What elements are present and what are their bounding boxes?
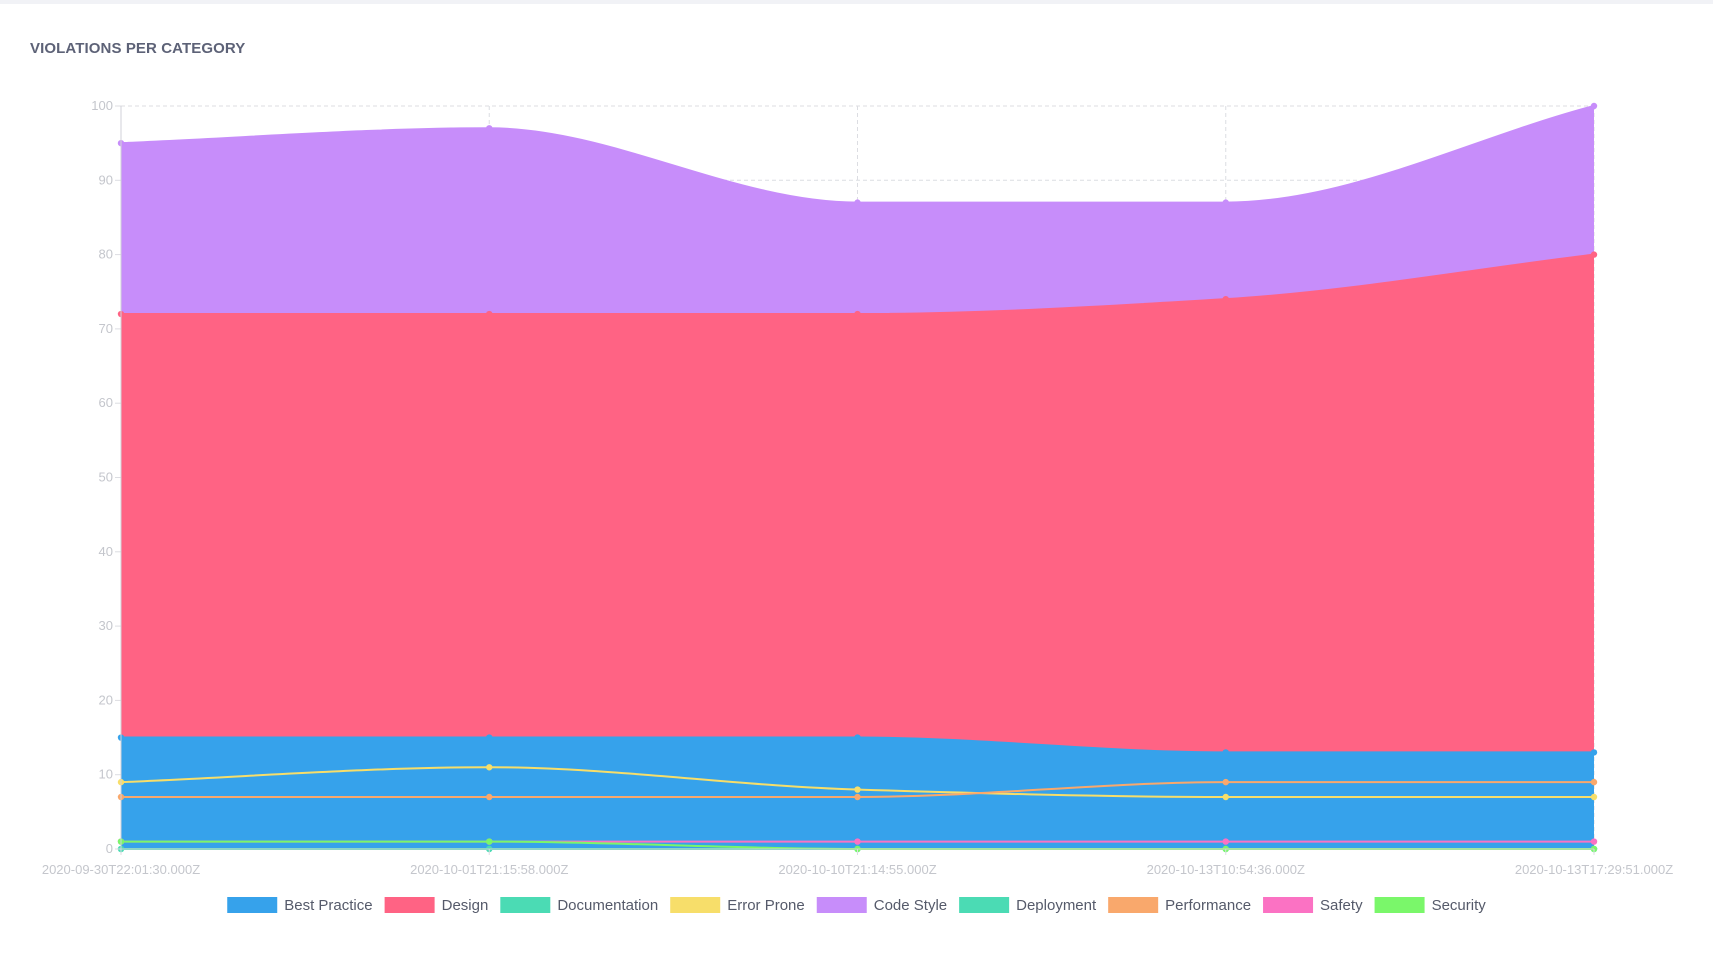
x-tick-label: 2020-10-13T10:54:36.000Z	[1147, 862, 1305, 877]
y-tick-label: 80	[99, 247, 113, 262]
point-performance	[854, 793, 861, 801]
y-tick-label: 30	[99, 618, 113, 633]
point-best-practice	[486, 734, 493, 741]
area-design	[121, 254, 1594, 850]
legend-item-design[interactable]: Design	[384, 897, 489, 914]
legend-label: Performance	[1165, 897, 1251, 914]
legend[interactable]: Best Practice Design Documentation Error Pr…	[227, 897, 1486, 914]
y-tick-label: 90	[99, 172, 113, 187]
x-tick-label: 2020-09-30T22:01:30.000Z	[42, 862, 200, 877]
legend-label: Code Style	[874, 897, 947, 914]
legend-item-best-practice[interactable]: Best Practice	[227, 897, 373, 914]
legend-item-error-prone[interactable]: Error Prone	[670, 897, 805, 914]
point-best-practice	[1590, 749, 1598, 756]
point-error-prone	[486, 764, 493, 771]
legend-label: Documentation	[557, 897, 658, 914]
legend-label: Safety	[1320, 897, 1363, 914]
legend-swatch	[816, 897, 867, 913]
area-best-practice	[121, 737, 1594, 849]
point-safety	[854, 838, 861, 845]
legend-label: Error Prone	[727, 897, 805, 914]
point-error-prone	[1222, 793, 1229, 801]
point-code-style	[1590, 102, 1598, 110]
point-safety	[1222, 838, 1229, 845]
y-tick-label: 100	[91, 98, 113, 113]
x-tick-label: 2020-10-10T21:14:55.000Z	[778, 862, 936, 877]
legend-item-code-style[interactable]: Code Style	[816, 897, 947, 914]
point-code-style	[486, 125, 493, 132]
y-tick-label: 0	[106, 841, 113, 856]
point-code-style	[854, 199, 861, 206]
legend-swatch	[959, 897, 1010, 913]
legend-item-documentation[interactable]: Documentation	[500, 897, 658, 914]
y-tick-label: 60	[99, 395, 113, 410]
point-design	[854, 310, 861, 318]
legend-swatch	[1374, 897, 1425, 913]
y-tick-label: 70	[99, 321, 113, 336]
point-performance	[486, 793, 493, 801]
point-performance	[1222, 778, 1229, 786]
legend-swatch	[500, 897, 551, 913]
axes: 0 10 20 30 40 50 60 70 80 90 100 2020-09-30T22:01:3…	[42, 98, 1673, 877]
point-code-style	[1222, 199, 1229, 206]
y-tick-label: 10	[99, 767, 113, 782]
x-tick-label: 2020-10-01T21:15:58.000Z	[410, 862, 568, 877]
point-design	[1222, 295, 1229, 303]
legend-item-performance[interactable]: Performance	[1108, 897, 1251, 914]
point-best-practice	[854, 734, 861, 741]
point-error-prone	[854, 786, 861, 793]
point-design	[486, 310, 493, 318]
legend-item-deployment[interactable]: Deployment	[959, 897, 1097, 914]
legend-swatch	[1108, 897, 1159, 913]
top-strip	[0, 0, 1713, 4]
legend-label: Best Practice	[284, 897, 372, 914]
legend-label: Security	[1432, 897, 1487, 914]
x-tick-label: 2020-10-13T17:29:51.000Z	[1515, 862, 1673, 877]
point-security	[486, 838, 493, 845]
legend-swatch	[227, 897, 278, 913]
y-tick-label: 40	[99, 544, 113, 559]
legend-label: Design	[442, 897, 489, 914]
chart-title: VIOLATIONS PER CATEGORY	[30, 40, 246, 57]
y-tick-label: 50	[99, 470, 113, 485]
point-safety	[1590, 838, 1598, 845]
point-error-prone	[1590, 793, 1598, 801]
point-design	[1590, 251, 1598, 258]
legend-swatch	[1263, 897, 1314, 913]
legend-item-safety[interactable]: Safety	[1263, 897, 1363, 914]
legend-swatch	[384, 897, 435, 913]
point-performance	[1590, 778, 1598, 786]
legend-swatch	[670, 897, 721, 913]
legend-item-security[interactable]: Security	[1374, 897, 1487, 914]
legend-label: Deployment	[1016, 897, 1097, 914]
point-best-practice	[1222, 749, 1229, 756]
y-tick-label: 20	[99, 692, 113, 707]
